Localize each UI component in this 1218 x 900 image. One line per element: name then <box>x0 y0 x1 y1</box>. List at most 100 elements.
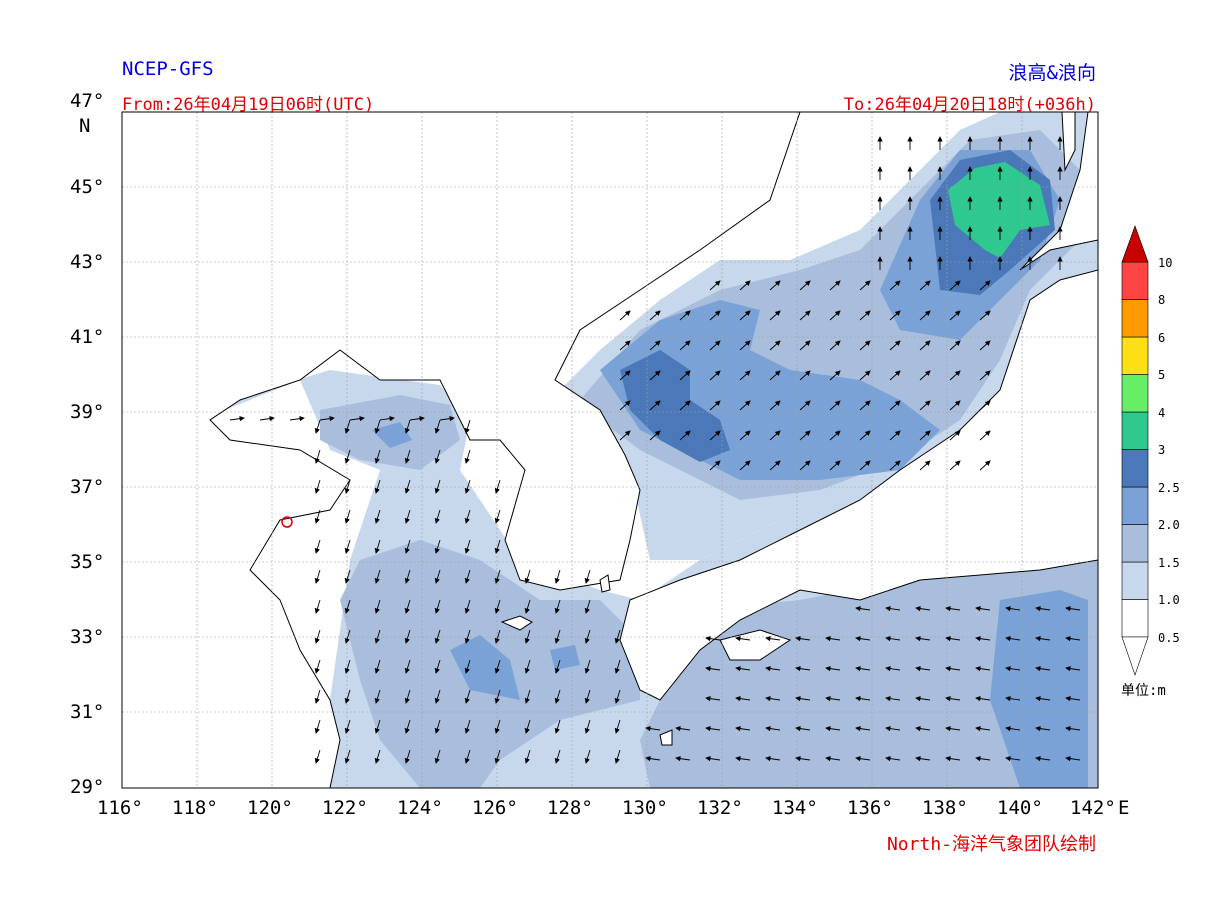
wave-direction-arrow <box>885 635 901 642</box>
wave-direction-arrow <box>979 310 991 321</box>
wave-direction-arrow <box>769 400 781 411</box>
wave-direction-arrow <box>889 370 901 381</box>
wave-direction-arrow <box>464 479 471 494</box>
wave-direction-arrow <box>855 605 871 612</box>
wave-direction-arrow <box>885 755 901 762</box>
wave-direction-arrow <box>975 665 991 672</box>
wave-direction-arrow <box>314 509 321 524</box>
wave-direction-arrow <box>374 569 381 584</box>
wave-direction-arrow <box>404 539 411 554</box>
colorbar-segment <box>1121 561 1149 600</box>
lat-label-47: 47° <box>70 90 105 112</box>
colorbar-tick-2-0: 2.0 <box>1158 518 1180 532</box>
wave-direction-arrow <box>979 340 991 351</box>
wave-direction-arrow <box>494 539 501 554</box>
wave-direction-arrow <box>494 569 501 584</box>
colorbar-tick-1-0: 1.0 <box>1158 593 1180 607</box>
lon-label-128: 128° <box>547 797 593 819</box>
wave-direction-arrow <box>1035 695 1051 702</box>
wave-direction-arrow <box>344 419 351 434</box>
wave-direction-arrow <box>705 665 721 672</box>
wave-direction-arrow <box>829 400 841 411</box>
wave-direction-arrow <box>1065 695 1081 702</box>
wave-direction-arrow <box>584 599 591 614</box>
wave-direction-arrow <box>915 695 931 702</box>
wave-direction-arrow <box>374 719 381 734</box>
wave-direction-arrow <box>945 755 961 762</box>
wave-direction-arrow <box>614 719 621 734</box>
colorbar-extend-min <box>1121 636 1149 676</box>
lon-label-120: 120° <box>247 797 293 819</box>
wave-direction-arrow <box>645 725 661 732</box>
wave-direction-arrow <box>584 629 591 644</box>
wave-direction-arrow <box>735 665 751 672</box>
wave-direction-arrow <box>765 695 781 702</box>
wave-direction-arrow <box>524 629 531 644</box>
wave-direction-arrow <box>915 605 931 612</box>
wave-direction-arrow <box>314 569 321 584</box>
wave-direction-arrow <box>889 460 901 471</box>
wave-direction-arrow <box>949 430 961 441</box>
wave-zone-1-5b <box>640 540 1098 788</box>
wave-direction-arrow <box>379 415 395 422</box>
wave-direction-arrow <box>919 460 931 471</box>
lon-label-126: 126° <box>472 797 518 819</box>
colorbar-tick-10: 10 <box>1158 256 1173 270</box>
wave-zone-2-0g <box>372 422 412 448</box>
wave-zone-3-0 <box>948 162 1050 258</box>
wave-direction-arrow <box>1035 755 1051 762</box>
wave-direction-arrow <box>554 749 561 764</box>
wave-direction-arrow <box>705 725 721 732</box>
wave-direction-arrow <box>735 635 751 642</box>
wave-direction-arrow <box>314 629 321 644</box>
lat-label-43: 43° <box>70 251 105 273</box>
colorbar-tick-1-5: 1.5 <box>1158 556 1180 570</box>
wave-direction-arrow <box>709 400 721 411</box>
wave-direction-arrow <box>975 755 991 762</box>
wave-direction-arrow <box>374 689 381 704</box>
wave-direction-arrow <box>404 629 411 644</box>
wave-direction-arrow <box>349 415 365 422</box>
wave-direction-arrow <box>1035 605 1051 612</box>
wave-direction-arrow <box>979 460 991 471</box>
wave-direction-arrow <box>915 635 931 642</box>
wave-direction-arrow <box>1005 725 1021 732</box>
wave-direction-arrow <box>735 695 751 702</box>
wave-direction-arrow <box>769 310 781 321</box>
model-label: NCEP-GFS <box>122 58 214 80</box>
wave-direction-arrow <box>1035 665 1051 672</box>
wave-direction-arrow <box>975 635 991 642</box>
lat-label-31: 31° <box>70 701 105 723</box>
colorbar <box>1121 225 1149 676</box>
japan-honshu-land <box>619 269 1098 701</box>
wave-direction-arrow <box>554 689 561 704</box>
wave-direction-arrow <box>855 665 871 672</box>
wave-direction-arrow <box>885 605 901 612</box>
wave-direction-arrow <box>949 370 961 381</box>
wave-direction-arrow <box>344 599 351 614</box>
wave-direction-arrow <box>374 509 381 524</box>
colorbar-tick-5: 5 <box>1158 368 1166 382</box>
wave-direction-arrow <box>554 659 561 674</box>
colorbar-segment <box>1121 336 1149 375</box>
lon-label-136: 136° <box>847 797 893 819</box>
wave-direction-arrow <box>374 629 381 644</box>
wave-direction-arrow <box>344 569 351 584</box>
wave-direction-arrow <box>344 509 351 524</box>
colorbar-segment <box>1121 261 1149 300</box>
map-frame <box>121 111 1099 789</box>
wave-direction-arrow <box>679 340 691 351</box>
wave-direction-arrow <box>975 605 991 612</box>
lat-label-33: 33° <box>70 626 105 648</box>
wave-direction-arrow <box>975 725 991 732</box>
wave-direction-arrow <box>494 719 501 734</box>
wave-direction-arrow <box>739 340 751 351</box>
colorbar-segment <box>1121 599 1149 638</box>
wave-direction-arrow <box>344 629 351 644</box>
lat-label-45: 45° <box>70 176 105 198</box>
wave-direction-arrow <box>739 370 751 381</box>
wave-direction-arrow <box>709 430 721 441</box>
wave-direction-arrow <box>344 749 351 764</box>
wave-direction-arrow <box>765 725 781 732</box>
wave-direction-arrow <box>825 755 841 762</box>
